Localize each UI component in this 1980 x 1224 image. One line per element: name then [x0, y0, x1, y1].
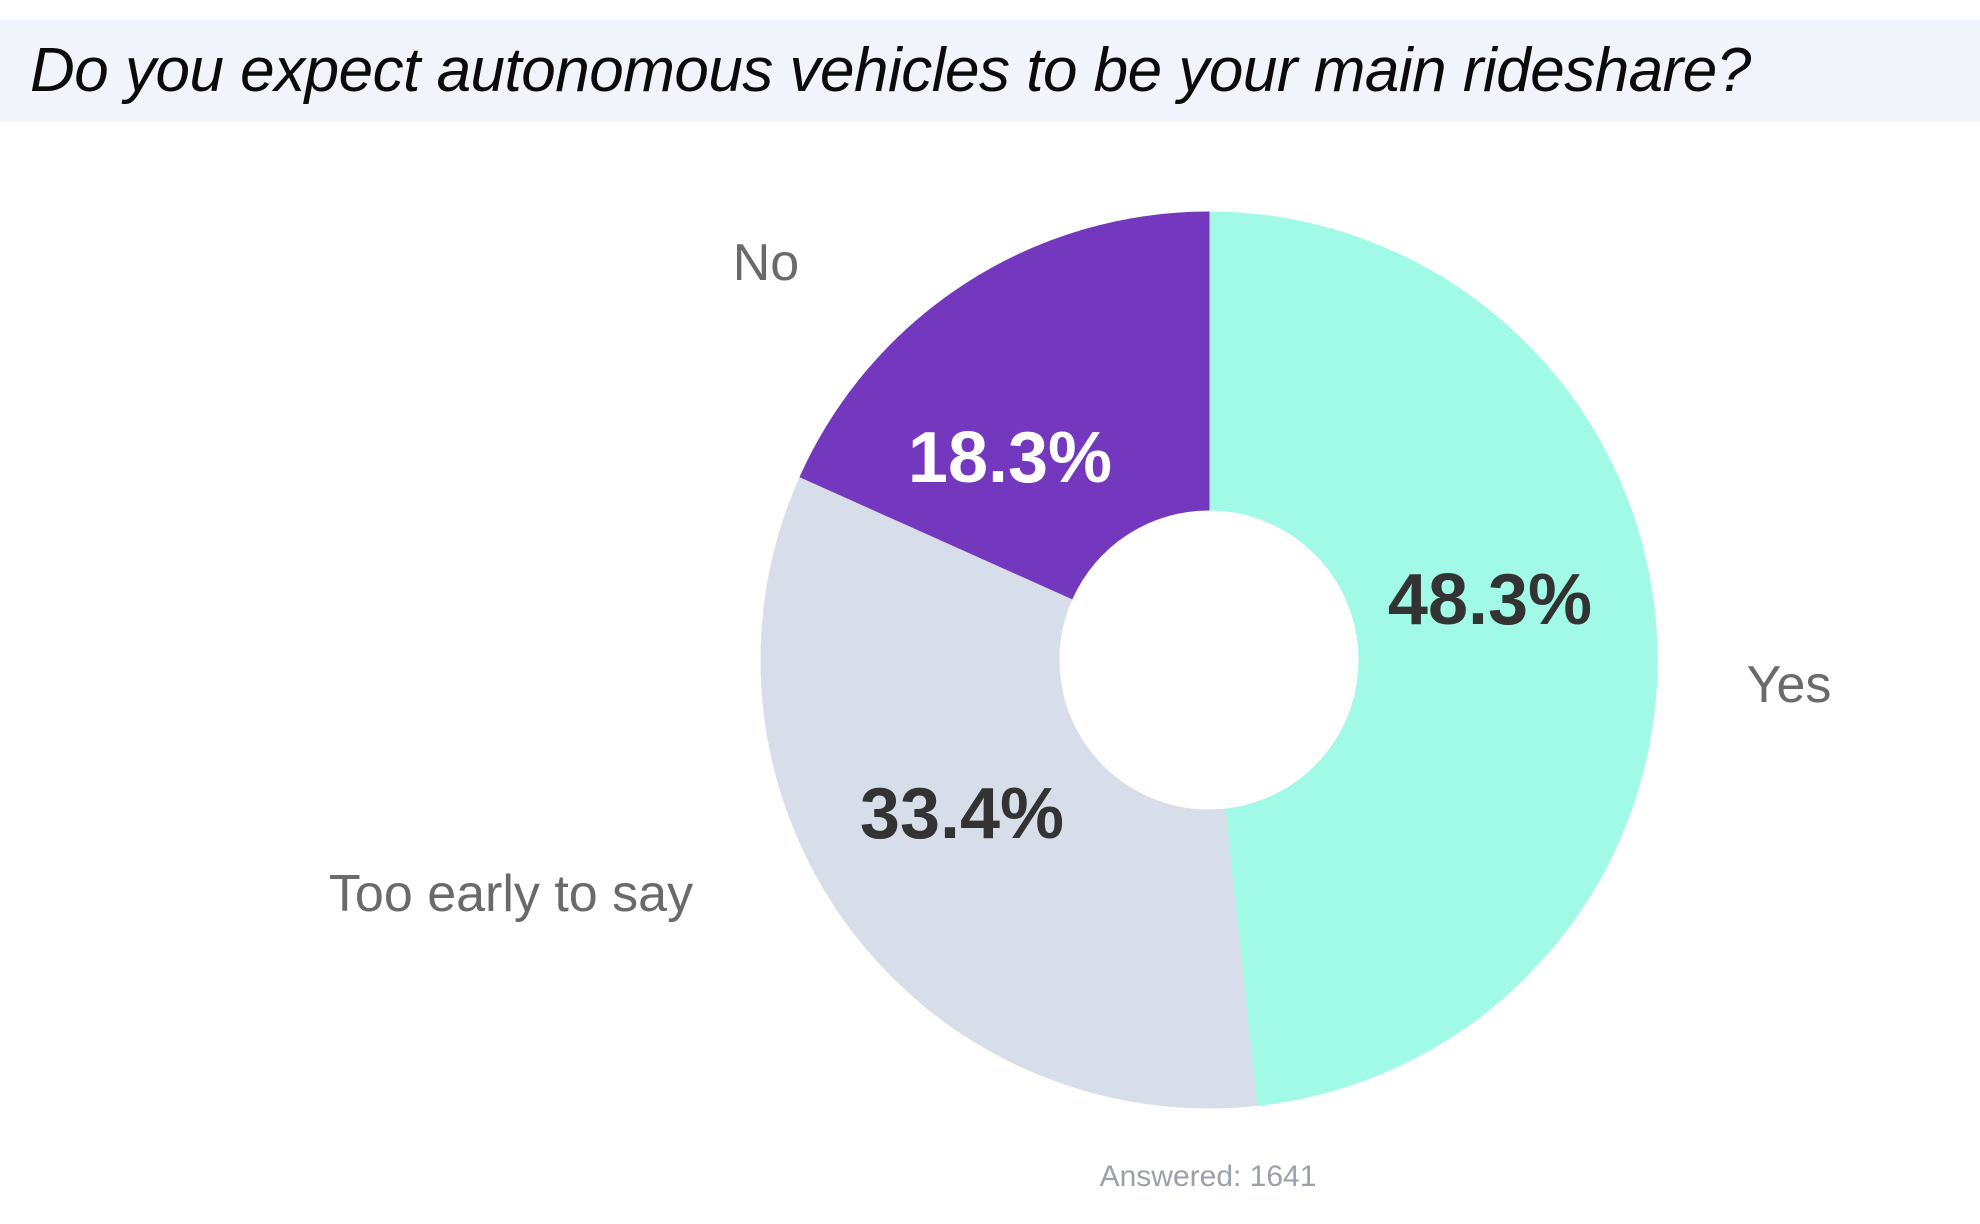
percent-label-no: 18.3%	[908, 418, 1112, 498]
slice-too-early-to-say[interactable]	[760, 476, 1258, 1109]
answered-count: Answered: 1641	[1099, 1160, 1317, 1193]
chart-title: Do you expect autonomous vehicles to be …	[30, 36, 1751, 105]
percent-label-too-early-to-say: 33.4%	[860, 774, 1064, 854]
category-label-yes: Yes	[1747, 656, 1832, 714]
category-label-no: No	[733, 234, 799, 292]
title-bar: Do you expect autonomous vehicles to be …	[0, 19, 1980, 122]
percent-label-yes: 48.3%	[1388, 560, 1592, 640]
slice-no[interactable]	[799, 211, 1210, 600]
category-label-too-early-to-say: Too early to say	[329, 865, 693, 923]
slice-yes[interactable]	[1208, 211, 1658, 1107]
